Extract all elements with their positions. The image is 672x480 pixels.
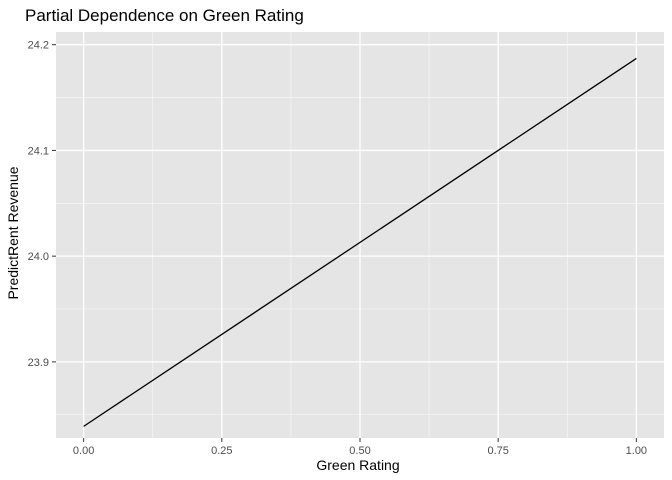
y-tick-label: 24.1: [28, 145, 49, 157]
x-tick-label: 0.75: [487, 445, 508, 457]
tick-labels: 0.00 0.25 0.50 0.75 1.00 23.9 24.0 24.1 24.2: [28, 40, 647, 457]
x-tick-label: 0.00: [73, 445, 94, 457]
series-line: [83, 57, 637, 427]
x-axis-title: Green Rating: [316, 457, 399, 473]
y-tick-label: 23.9: [28, 357, 49, 369]
x-tick-label: 0.50: [349, 445, 370, 457]
major-gridlines: [56, 32, 664, 438]
series-layer: [83, 57, 637, 427]
axis-ticks: [52, 44, 637, 442]
y-tick-label: 24.0: [28, 251, 49, 263]
x-tick-label: 1.00: [626, 445, 647, 457]
x-tick-label: 0.25: [211, 445, 232, 457]
chart-title: Partial Dependence on Green Rating: [25, 6, 304, 25]
y-axis-title: PredictRent Revenue: [5, 166, 21, 299]
y-tick-label: 24.2: [28, 40, 49, 52]
